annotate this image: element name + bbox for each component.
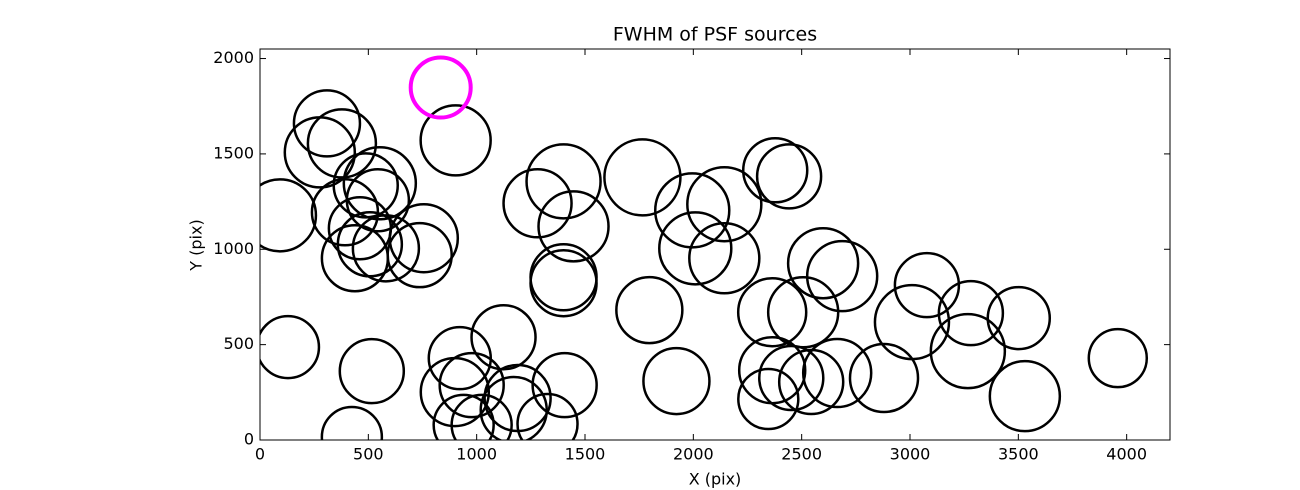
source-circle <box>525 143 602 220</box>
source-circle <box>529 243 598 312</box>
source-circle <box>741 137 809 204</box>
source-circle <box>642 346 711 416</box>
source-circle <box>438 351 505 419</box>
source-circle <box>736 276 808 348</box>
source-circle <box>805 239 879 313</box>
source-circle <box>786 226 860 300</box>
source-circle <box>986 285 1052 351</box>
source-circle <box>479 375 548 440</box>
source-circle <box>516 392 579 440</box>
x-tick-label: 2500 <box>781 445 822 464</box>
source-circle <box>338 337 406 405</box>
y-tick-label: 1500 <box>213 143 254 162</box>
source-circle <box>260 178 318 253</box>
source-circle <box>658 211 733 286</box>
y-tick-label: 1000 <box>213 239 254 258</box>
y-tick-label: 0 <box>244 430 254 449</box>
source-circle <box>755 143 823 210</box>
y-tick-label: 2000 <box>213 48 254 67</box>
source-circle <box>529 248 598 318</box>
source-circle <box>937 279 1005 347</box>
x-tick-label: 4000 <box>1106 445 1147 464</box>
source-circle <box>848 342 920 414</box>
source-circle <box>386 221 453 289</box>
source-circle <box>873 283 951 361</box>
source-circle <box>801 337 873 409</box>
y-tick-label: 500 <box>223 334 254 353</box>
source-circle <box>351 214 421 283</box>
source-circle <box>929 312 1007 390</box>
source-circle <box>893 251 961 319</box>
source-circle <box>615 275 684 345</box>
plot-frame <box>259 48 1171 441</box>
source-circle <box>688 221 761 295</box>
source-circle <box>603 138 682 217</box>
y-axis-label: Y (pix) <box>187 219 206 271</box>
x-tick-label: 1000 <box>456 445 497 464</box>
source-circle <box>531 351 598 419</box>
source-circle <box>419 104 492 177</box>
source-circle <box>342 146 418 221</box>
x-tick-label: 1500 <box>565 445 606 464</box>
source-circle <box>1087 327 1149 389</box>
source-circle <box>320 405 384 440</box>
chart-title: FWHM of PSF sources <box>613 24 817 46</box>
source-circle <box>292 89 362 158</box>
plot-area <box>260 55 1149 440</box>
source-circle <box>345 168 411 233</box>
source-circle <box>260 314 321 380</box>
x-axis-label: X (pix) <box>689 470 742 489</box>
source-circle <box>502 168 573 239</box>
x-tick-label: 2000 <box>673 445 714 464</box>
source-circle <box>988 359 1062 433</box>
source-circle <box>737 367 800 431</box>
x-tick-label: 3000 <box>890 445 931 464</box>
source-circle <box>408 55 473 120</box>
source-circle <box>450 393 513 440</box>
source-circle <box>766 275 840 349</box>
source-circle <box>388 202 460 274</box>
x-tick-label: 500 <box>353 445 384 464</box>
source-circle <box>686 166 763 243</box>
source-circle <box>306 108 378 179</box>
x-tick-label: 3500 <box>998 445 1039 464</box>
source-circle <box>537 190 610 263</box>
source-circle <box>432 393 495 440</box>
x-tick-label: 0 <box>255 445 265 464</box>
